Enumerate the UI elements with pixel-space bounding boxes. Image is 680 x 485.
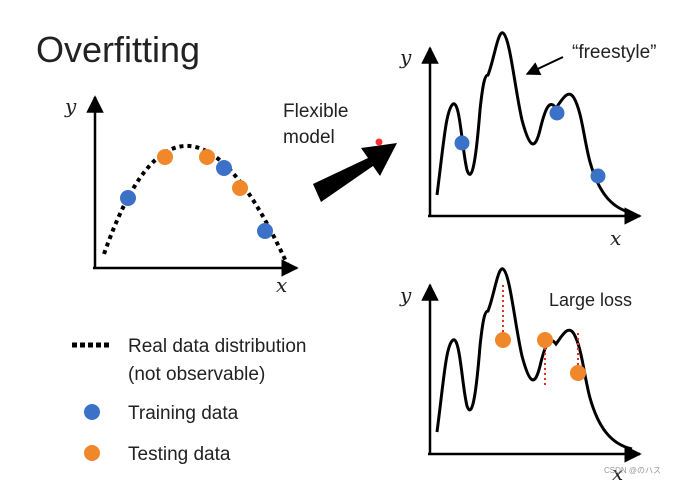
left-testing-point <box>232 180 248 196</box>
overfit-curve-top <box>435 31 633 215</box>
freestyle-label: “freestyle” <box>572 42 656 63</box>
bottom-right-y-label: y <box>399 283 412 307</box>
left-training-point <box>257 223 273 239</box>
bottom-right-plot: y x Large loss <box>399 267 642 485</box>
legend-training-dot-icon <box>84 404 100 420</box>
bottom-right-testing-point <box>537 332 553 348</box>
top-right-training-point <box>549 105 565 121</box>
left-testing-point <box>199 149 215 165</box>
legend-testing-dot-icon <box>84 445 100 461</box>
arrow-label-model: model <box>283 127 335 148</box>
left-x-label: x <box>276 273 287 297</box>
freestyle-pointer-arrow <box>525 56 564 75</box>
legend-real-line2: (not observable) <box>128 364 265 385</box>
left-training-point <box>216 160 232 176</box>
pointer-dot <box>375 138 383 146</box>
top-right-x-label: x <box>610 226 621 250</box>
left-plot: y x <box>64 94 299 297</box>
bottom-right-testing-point <box>495 332 511 348</box>
real-distribution-curve <box>102 144 290 267</box>
flexible-model-arrow <box>313 143 397 202</box>
top-right-training-point <box>454 135 470 151</box>
legend: Real data distribution (not observable) … <box>72 336 307 465</box>
legend-training-label: Training data <box>128 403 239 424</box>
top-right-plot: y x “freestyle” <box>399 31 656 250</box>
left-testing-point <box>157 149 173 165</box>
top-right-y-label: y <box>399 45 412 69</box>
top-right-training-point <box>590 168 606 184</box>
slide-title: Overfitting <box>36 29 200 70</box>
arrow-label-flexible: Flexible <box>283 101 348 122</box>
legend-testing-label: Testing data <box>128 444 231 465</box>
bottom-right-x-label: x <box>612 461 623 485</box>
bottom-right-testing-point <box>570 365 586 381</box>
large-loss-label: Large loss <box>549 290 632 310</box>
overfit-curve-bottom <box>435 267 633 451</box>
left-y-label: y <box>64 94 77 118</box>
left-training-point <box>120 190 136 206</box>
watermark: CSDN @のハス <box>604 466 661 475</box>
legend-real-line1: Real data distribution <box>128 336 307 357</box>
